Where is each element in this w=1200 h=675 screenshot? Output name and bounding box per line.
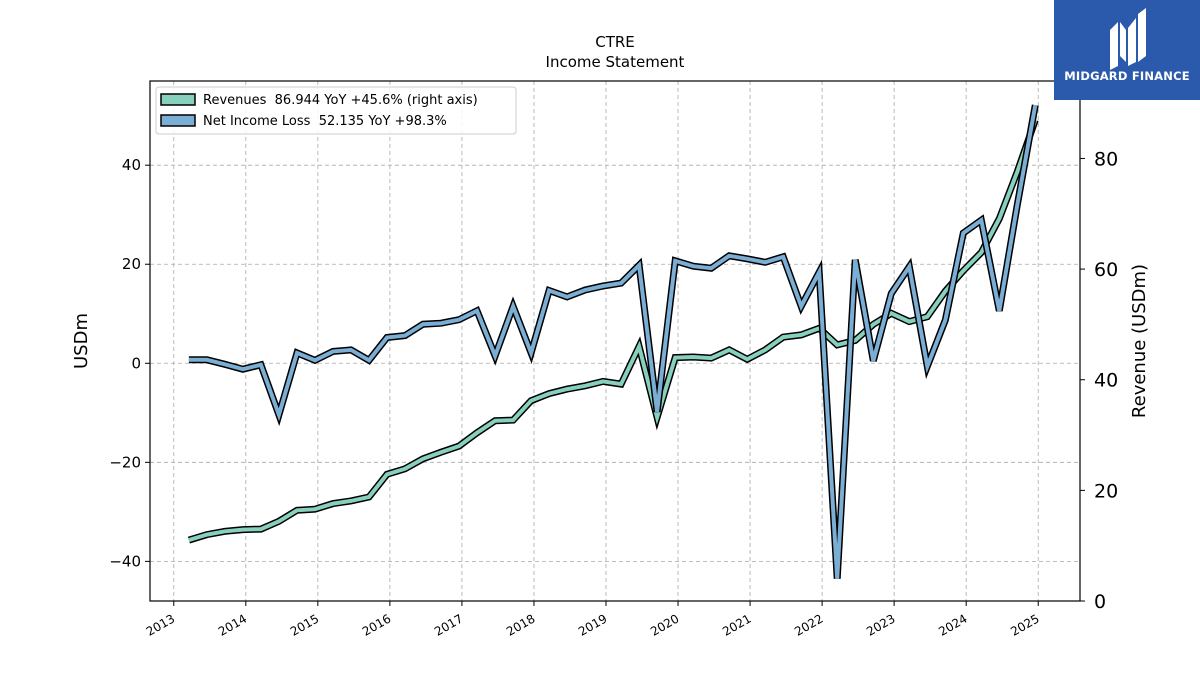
legend: Revenues 86.944 YoY +45.6% (right axis) … <box>155 86 517 135</box>
x-tick-label: 2021 <box>720 611 753 638</box>
y-tick-label-right: 40 <box>1094 370 1118 392</box>
y-tick-label-right: 0 <box>1094 591 1106 613</box>
y-axis-label-left: USDm <box>71 313 92 369</box>
x-tick-label: 2023 <box>864 611 897 638</box>
plot-area-frame <box>149 80 1081 602</box>
series-lines <box>187 104 1039 579</box>
legend-box <box>155 86 517 135</box>
y-tick-label-left: 0 <box>131 354 141 372</box>
series-line-net-income <box>188 104 1038 579</box>
legend-swatch-net-income <box>160 114 196 127</box>
y-tick-label-right: 80 <box>1094 148 1118 170</box>
brand-emblem-icon <box>1110 8 1146 70</box>
x-tick-label: 2019 <box>576 611 609 638</box>
x-tick-label: 2020 <box>648 611 681 638</box>
legend-swatch-revenues <box>160 93 196 106</box>
legend-label-net-income: Net Income Loss 52.135 YoY +98.3% <box>203 114 447 129</box>
x-tick-label: 2022 <box>792 611 825 638</box>
x-tick-label: 2024 <box>936 611 969 638</box>
chart-title: CTRE <box>595 33 635 51</box>
x-tick-label: 2016 <box>360 611 393 638</box>
y-tick-label-right: 20 <box>1094 480 1118 502</box>
series-line-revenues <box>188 119 1038 543</box>
y-tick-label-left: 40 <box>122 156 141 174</box>
brand-name: MIDGARD FINANCE <box>1064 69 1190 83</box>
x-tick-label: 2013 <box>144 611 177 638</box>
y-tick-label-left: −20 <box>109 453 141 471</box>
grid-lines <box>150 81 1080 601</box>
y-tick-label-right: 60 <box>1094 259 1118 281</box>
y-tick-label-left: −40 <box>109 552 141 570</box>
axis-ticks: 2013 2014 2015 2016 2017 2018 2019 2020 2021 2022… <box>109 148 1118 638</box>
brand-logo: MIDGARD FINANCE <box>1054 0 1200 100</box>
x-tick-label: 2017 <box>432 611 465 638</box>
x-tick-label: 2025 <box>1008 611 1041 638</box>
x-tick-label: 2015 <box>288 611 321 638</box>
series-line-revenues-outline <box>187 118 1039 544</box>
y-axis-label-right: Revenue (USDm) <box>1129 264 1150 418</box>
x-tick-label: 2014 <box>216 611 249 638</box>
y-tick-label-left: 20 <box>122 255 141 273</box>
legend-label-revenues: Revenues 86.944 YoY +45.6% (right axis) <box>203 93 478 108</box>
chart-subtitle: Income Statement <box>546 53 685 71</box>
x-tick-label: 2018 <box>504 611 537 638</box>
